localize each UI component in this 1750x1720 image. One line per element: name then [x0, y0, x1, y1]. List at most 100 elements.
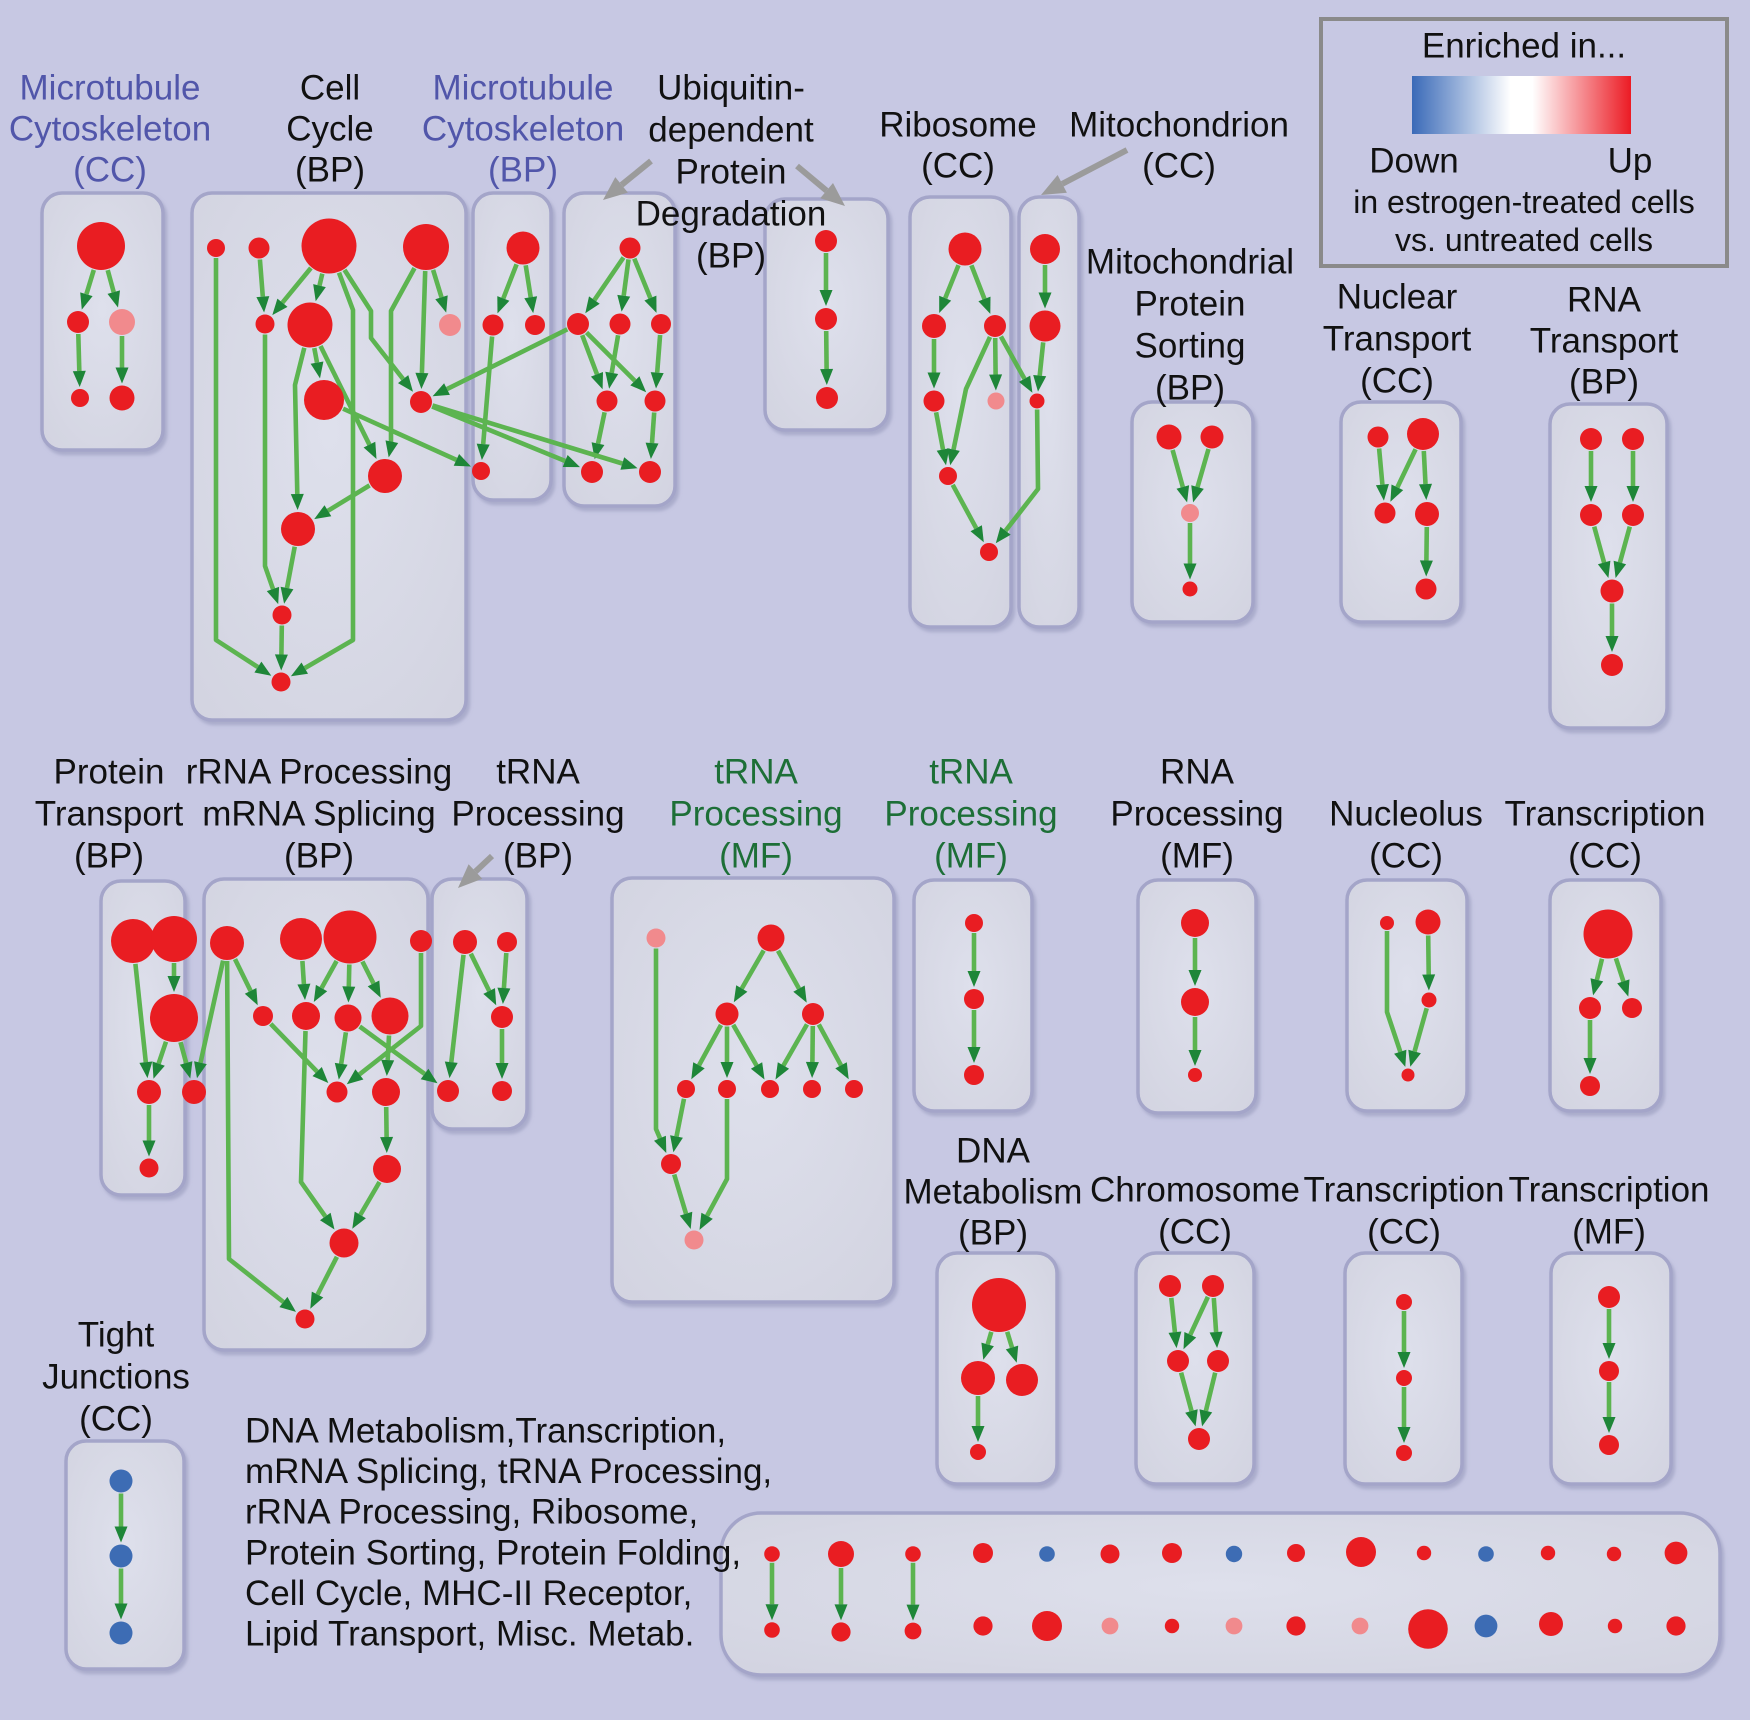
node-misc-c10b	[1352, 1618, 1369, 1635]
node-misc-c9b	[1286, 1616, 1305, 1635]
node-tj-t	[110, 1470, 133, 1493]
edge-cc-n2-n5	[260, 260, 263, 297]
node-misc-c13b	[1539, 1612, 1563, 1636]
node-trnamf1-pk	[647, 929, 666, 948]
node-trnamf2-m	[964, 989, 984, 1009]
legend-subtitle-2: vs. untreated cells	[1395, 222, 1653, 258]
node-nucl-tr	[1416, 910, 1441, 935]
node-chrom-b	[1188, 1428, 1210, 1450]
node-ubq1-br	[639, 461, 661, 483]
node-misc-c15b	[1666, 1616, 1685, 1635]
node-misc-c4t	[973, 1543, 993, 1563]
node-trnabp-t2	[497, 932, 517, 952]
label-ubq1-line3: Degradation	[636, 195, 827, 234]
node-chrom-tr	[1202, 1275, 1224, 1297]
label-trnamf2-line1: Processing	[884, 795, 1057, 834]
node-pt-b	[140, 1159, 159, 1178]
node-nucl-m	[1422, 993, 1437, 1008]
node-tj-b	[110, 1622, 133, 1645]
label-txcc-line0: Transcription	[1505, 795, 1706, 834]
node-ribo-t	[949, 233, 982, 266]
node-misc-c5b	[1032, 1611, 1062, 1641]
label-chrom-line0: Chromosome	[1090, 1171, 1300, 1210]
node-txmf-b	[1599, 1435, 1619, 1455]
label-rrna-line1: mRNA Splicing	[202, 795, 435, 834]
node-cc-n7	[439, 314, 461, 336]
node-txcc2-m	[1396, 1370, 1412, 1386]
label-trnamf1-line1: Processing	[669, 795, 842, 834]
node-mtcc-pk	[109, 309, 135, 335]
node-misc-c11t	[1417, 1546, 1431, 1560]
node-ubq1-t	[620, 238, 641, 259]
node-chrom-ml	[1167, 1350, 1189, 1372]
legend-subtitle-1: in estrogen-treated cells	[1353, 184, 1695, 220]
label-txcc-line1: (CC)	[1568, 837, 1642, 876]
node-trnamf1-r4	[803, 1080, 821, 1098]
node-rrna-l2	[372, 1078, 400, 1106]
node-mtcc-br	[110, 386, 135, 411]
label-mtbp-line0: Microtubule	[433, 69, 614, 108]
node-pt-m	[150, 994, 198, 1042]
label-cc-line2: (BP)	[295, 151, 365, 190]
label-nt-line0: Nuclear	[1337, 278, 1458, 317]
node-rnat-ml	[1580, 504, 1602, 526]
label-rnap-line1: Processing	[1110, 795, 1283, 834]
node-misc-c7b	[1165, 1619, 1179, 1633]
node-ribo-ll	[924, 391, 945, 412]
node-mito-m	[1030, 311, 1061, 342]
node-misc-c11b	[1408, 1609, 1448, 1649]
label-mps-line3: (BP)	[1155, 369, 1225, 408]
node-rrna-t3	[324, 911, 377, 964]
node-txmf-t	[1598, 1286, 1620, 1308]
node-nt-b	[1416, 579, 1437, 600]
node-mito-s	[1030, 394, 1045, 409]
node-misc-c12b	[1475, 1615, 1498, 1638]
node-ubq2-b	[816, 387, 838, 409]
node-misc-c3b	[905, 1623, 922, 1640]
label-ribo-line1: (CC)	[921, 147, 995, 186]
node-cc-n5	[256, 315, 275, 334]
edge-cc-n6-n8	[314, 348, 317, 363]
node-rrna-l1	[327, 1082, 348, 1103]
label-dnam-line0: DNA	[956, 1132, 1031, 1171]
label-trnamf2-line2: (MF)	[934, 837, 1008, 876]
node-chrom-tl	[1159, 1275, 1181, 1297]
label-tj-line0: Tight	[78, 1316, 155, 1355]
note-line0: DNA Metabolism,Transcription,	[245, 1412, 726, 1451]
node-cc-n12	[273, 606, 292, 625]
node-mtcc-ml	[67, 311, 89, 333]
node-mtbp-b	[472, 462, 490, 480]
node-trnamf1-r1	[677, 1080, 695, 1098]
node-misc-c10t	[1346, 1537, 1376, 1567]
node-misc-c7t	[1162, 1543, 1182, 1563]
label-rrna-line2: (BP)	[284, 837, 354, 876]
node-rnat-lo	[1601, 580, 1624, 603]
node-nucl-b	[1402, 1069, 1415, 1082]
node-rrna-m4	[372, 998, 409, 1035]
label-mps-line0: Mitochondrial	[1086, 243, 1294, 282]
label-rnap-line2: (MF)	[1160, 837, 1234, 876]
node-txcc2-b	[1396, 1445, 1412, 1461]
label-chrom-line1: (CC)	[1158, 1213, 1232, 1252]
note-line3: Protein Sorting, Protein Folding,	[245, 1533, 741, 1572]
label-nucl-line0: Nucleolus	[1329, 795, 1483, 834]
node-trnabp-ll	[437, 1080, 459, 1102]
node-nt-tl	[1368, 427, 1389, 448]
legend-down-label: Down	[1369, 142, 1458, 181]
node-trnamf2-b	[964, 1065, 984, 1085]
node-rnap-b	[1188, 1068, 1202, 1082]
label-rnat-line1: Transport	[1530, 322, 1679, 361]
node-misc-c13t	[1541, 1546, 1555, 1560]
edge-trnabp-t2-m	[504, 953, 506, 988]
node-trnabp-lr	[492, 1081, 512, 1101]
label-txcc2-line0: Transcription	[1304, 1171, 1505, 1210]
node-nt-ml	[1375, 503, 1396, 524]
node-ubq1-ml	[567, 313, 589, 335]
label-mtcc-line1: Cytoskeleton	[9, 110, 211, 149]
node-nt-mr	[1415, 502, 1439, 526]
node-cc-n3	[302, 219, 357, 274]
node-mtbp-ml	[483, 315, 504, 336]
node-mps-pk	[1181, 504, 1199, 522]
node-ribo-pk	[988, 393, 1005, 410]
note-line4: Cell Cycle, MHC-II Receptor,	[245, 1574, 692, 1613]
